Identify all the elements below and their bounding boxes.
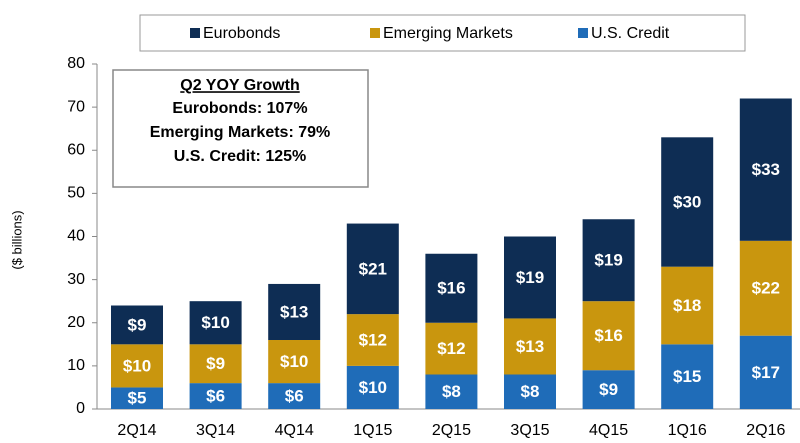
bar-segment: [268, 283, 321, 340]
value-label: $17: [752, 363, 780, 382]
bar-segment: [582, 301, 635, 371]
legend-swatch: [578, 28, 588, 38]
y-tick-label: 70: [67, 98, 85, 115]
value-label: $12: [359, 330, 387, 349]
value-label: $21: [359, 259, 387, 278]
annotation-box: [112, 69, 369, 188]
bar-segment: [739, 240, 792, 336]
legend-box: [139, 14, 746, 52]
bar-segment: [268, 340, 321, 384]
value-label: $5: [128, 389, 147, 408]
x-tick-label: 2Q16: [746, 422, 785, 439]
legend-swatch: [370, 28, 380, 38]
value-label: $13: [280, 302, 308, 321]
legend-swatch: [190, 28, 200, 38]
y-axis-label: ($ billions): [9, 210, 24, 269]
x-tick-label: 3Q15: [510, 422, 549, 439]
bar-segment: [346, 314, 399, 366]
bar-segment: [425, 322, 478, 375]
bar-segment: [268, 383, 321, 409]
legend-label: U.S. Credit: [591, 25, 670, 42]
bar-segment: [739, 98, 792, 241]
value-label: $19: [516, 268, 544, 287]
value-label: $9: [206, 354, 225, 373]
value-label: $6: [206, 387, 225, 406]
value-label: $10: [123, 356, 151, 375]
value-label: $16: [594, 326, 622, 345]
value-label: $19: [594, 251, 622, 270]
bar-segment: [346, 223, 399, 315]
bar-segment: [504, 374, 556, 409]
y-tick-label: 80: [67, 55, 85, 72]
y-tick-label: 30: [67, 271, 85, 288]
value-label: $9: [128, 315, 147, 334]
y-tick-label: 10: [67, 357, 85, 374]
bar-segment: [582, 370, 635, 409]
x-tick-label: 4Q15: [589, 422, 628, 439]
bar-segment: [111, 387, 163, 409]
y-tick-label: 20: [67, 314, 85, 331]
value-label: $9: [599, 380, 618, 399]
y-tick-label: 50: [67, 185, 85, 202]
bar-segment: [425, 374, 478, 409]
bar-segment: [504, 236, 556, 319]
value-label: $10: [280, 352, 308, 371]
bar-segment: [425, 253, 478, 323]
value-label: $10: [201, 313, 229, 332]
value-label: $33: [752, 160, 780, 179]
bar-segment: [189, 383, 242, 409]
bar-segment: [189, 344, 242, 384]
value-label: $18: [673, 296, 701, 315]
bar-segment: [111, 344, 163, 388]
bar-segment: [661, 344, 714, 409]
bar-segment: [582, 219, 635, 302]
value-label: $12: [437, 339, 465, 358]
x-tick-label: 4Q14: [275, 422, 314, 439]
value-label: $16: [437, 279, 465, 298]
value-label: $10: [359, 378, 387, 397]
annotation-line: Emerging Markets: 79%: [150, 124, 331, 141]
bar-segment: [346, 365, 399, 409]
legend-label: Eurobonds: [203, 25, 280, 42]
bar-segment: [739, 335, 792, 409]
y-tick-label: 0: [76, 400, 85, 417]
value-label: $8: [442, 382, 461, 401]
value-label: $8: [521, 382, 540, 401]
annotation-line: U.S. Credit: 125%: [174, 148, 306, 165]
value-label: $30: [673, 192, 701, 211]
annotation-line: Eurobonds: 107%: [172, 100, 307, 117]
bar-segment: [661, 137, 714, 267]
x-tick-label: 1Q16: [668, 422, 707, 439]
annotation-title: Q2 YOY Growth: [180, 77, 299, 94]
legend-label: Emerging Markets: [383, 25, 513, 42]
y-tick-label: 60: [67, 141, 85, 158]
x-tick-label: 1Q15: [353, 422, 392, 439]
value-label: $6: [285, 387, 304, 406]
x-tick-label: 2Q15: [432, 422, 471, 439]
bar-segment: [111, 305, 163, 345]
x-tick-label: 2Q14: [117, 422, 156, 439]
value-label: $15: [673, 367, 701, 386]
bar-segment: [504, 318, 556, 375]
bar-segment: [189, 301, 242, 345]
value-label: $22: [752, 279, 780, 298]
bar-segment: [661, 266, 714, 345]
x-tick-label: 3Q14: [196, 422, 235, 439]
y-tick-label: 40: [67, 228, 85, 245]
value-label: $13: [516, 337, 544, 356]
